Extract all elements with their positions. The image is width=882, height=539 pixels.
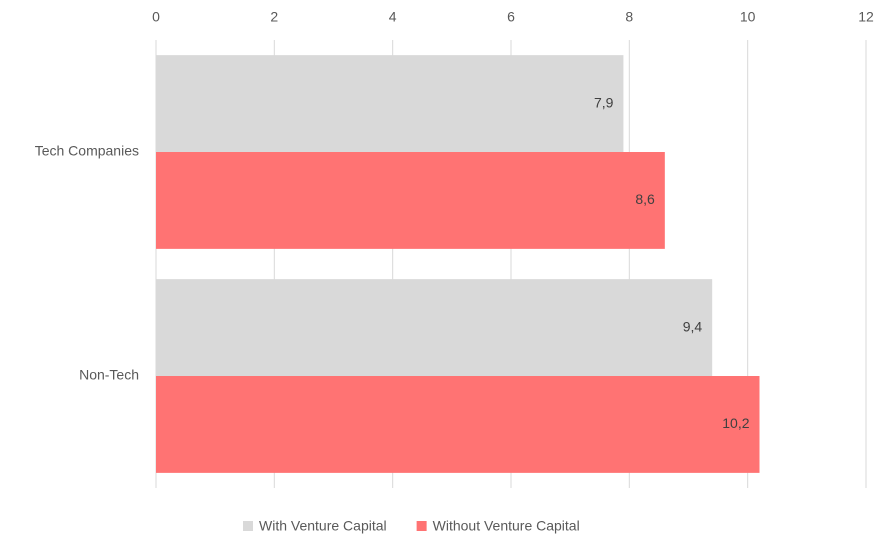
bar	[156, 55, 624, 153]
x-tick-label: 2	[270, 9, 278, 25]
legend-label: Without Venture Capital	[433, 518, 580, 534]
y-tick-label: Non-Tech	[79, 367, 139, 383]
legend-swatch	[243, 521, 253, 531]
bar	[156, 376, 760, 473]
data-label: 10,2	[722, 415, 749, 431]
bar	[156, 279, 713, 376]
x-tick-label: 12	[858, 9, 874, 25]
x-tick-label: 4	[389, 9, 397, 25]
data-label: 8,6	[635, 191, 655, 207]
x-tick-label: 0	[152, 9, 160, 25]
legend-swatch	[416, 521, 427, 531]
data-label: 7,9	[594, 94, 614, 110]
data-label: 9,4	[683, 318, 703, 334]
x-tick-label: 8	[625, 9, 633, 25]
x-tick-label: 10	[740, 9, 756, 25]
legend-label: With Venture Capital	[259, 518, 387, 534]
x-tick-label: 6	[507, 9, 515, 25]
bar	[156, 152, 665, 249]
y-tick-label: Tech Companies	[35, 143, 139, 159]
